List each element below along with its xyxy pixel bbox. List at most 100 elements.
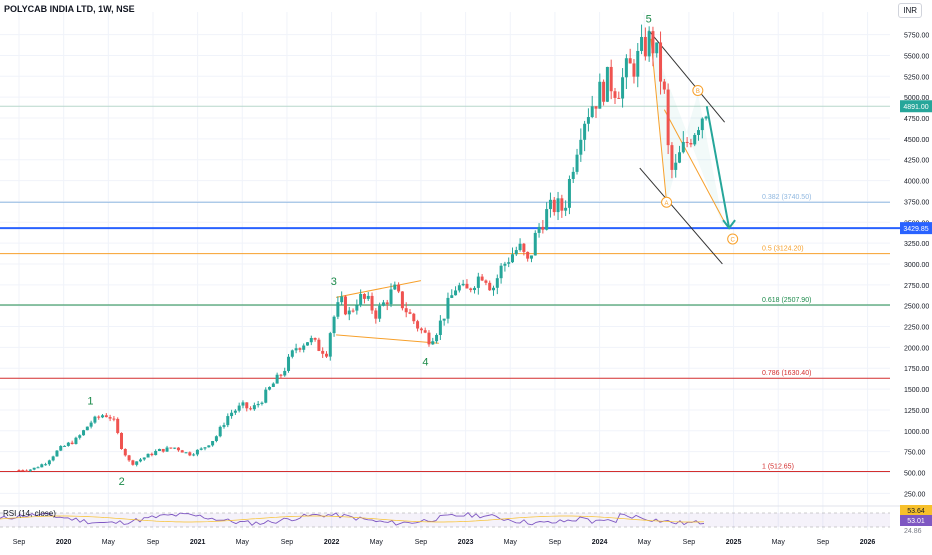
- abc-leg: [650, 38, 668, 203]
- candle: [495, 278, 499, 288]
- currency-button[interactable]: INR: [898, 3, 922, 18]
- triangle-lower-line: [336, 334, 439, 344]
- rsi-badge2: 53.01: [907, 518, 925, 525]
- y-tick-label: 3750.00: [904, 199, 929, 206]
- rsi-label: RSI (14, close): [3, 509, 56, 518]
- candle: [275, 374, 279, 384]
- candle: [621, 77, 625, 99]
- candle: [313, 337, 317, 340]
- candle: [192, 454, 196, 456]
- candle: [533, 232, 537, 256]
- wave-label: 5: [646, 13, 652, 25]
- candle: [381, 302, 385, 306]
- candle: [560, 198, 564, 211]
- abc-label: A: [665, 201, 669, 207]
- y-tick-label: 5000.00: [904, 95, 929, 102]
- y-tick-label: 1750.00: [904, 366, 929, 373]
- fib-label: 1 (512.65): [762, 463, 794, 470]
- y-tick-label: 2000.00: [904, 345, 929, 352]
- candle: [590, 106, 594, 118]
- candle: [442, 318, 446, 321]
- candle: [518, 243, 522, 251]
- candle: [89, 422, 93, 427]
- candle: [332, 316, 336, 334]
- candle: [602, 81, 606, 102]
- candle: [397, 284, 401, 292]
- x-tick-label: May: [772, 539, 786, 546]
- candle: [567, 178, 571, 208]
- candle: [461, 283, 465, 286]
- candle: [526, 251, 530, 259]
- rsi-badge1: 53.64: [907, 508, 925, 515]
- candle: [135, 461, 139, 465]
- candle: [628, 58, 632, 64]
- candle: [636, 50, 640, 77]
- candle: [184, 452, 188, 454]
- candle: [169, 447, 173, 449]
- candle: [165, 447, 169, 452]
- x-tick-label: 2026: [860, 539, 876, 546]
- candle: [647, 31, 651, 57]
- x-tick-label: Sep: [13, 539, 26, 546]
- chart-title: POLYCAB INDIA LTD, 1W, NSE: [4, 4, 135, 14]
- candle: [108, 417, 112, 419]
- candle: [643, 36, 647, 57]
- candle: [457, 285, 461, 291]
- candle: [370, 295, 374, 311]
- candle: [146, 453, 150, 458]
- candle: [44, 464, 48, 466]
- x-tick-label: 2025: [726, 539, 742, 546]
- candle: [450, 295, 454, 298]
- candle: [556, 198, 560, 213]
- candle: [670, 145, 674, 170]
- x-tick-label: May: [504, 539, 518, 546]
- candle: [131, 460, 135, 465]
- candle: [564, 207, 568, 211]
- candle: [343, 296, 347, 315]
- channel-lower-line: [639, 167, 723, 265]
- candle: [689, 142, 693, 145]
- candle: [697, 130, 701, 135]
- candle: [674, 162, 678, 170]
- candle: [245, 402, 249, 409]
- x-tick-label: 2024: [592, 539, 608, 546]
- candle: [17, 469, 21, 471]
- candle: [366, 295, 370, 299]
- candle: [119, 432, 123, 449]
- candle: [51, 456, 55, 461]
- candle: [268, 386, 272, 390]
- candle: [510, 254, 514, 263]
- candle: [230, 412, 234, 417]
- candle: [226, 416, 230, 426]
- candle: [112, 418, 116, 420]
- candle: [640, 36, 644, 51]
- candle: [271, 383, 275, 387]
- y-tick-label: 750.00: [904, 450, 926, 457]
- y-axis: 5750.00 5500.00 5250.00 5000.00 4750.00 4500.…: [900, 33, 932, 535]
- x-tick-label: Sep: [549, 539, 562, 546]
- candle: [666, 89, 670, 146]
- candle: [476, 276, 480, 288]
- candle: [195, 449, 199, 455]
- candle: [173, 447, 177, 449]
- candle: [469, 288, 473, 291]
- candle: [283, 370, 287, 376]
- wave-label: 4: [422, 357, 428, 369]
- abc-circle: [661, 196, 673, 208]
- candle: [385, 302, 389, 305]
- rsi-ma-line: [0, 515, 705, 523]
- candle: [548, 199, 552, 210]
- candle: [298, 348, 302, 350]
- candle: [488, 282, 492, 291]
- candles: [17, 24, 708, 472]
- candle: [514, 250, 518, 255]
- candle: [529, 255, 533, 259]
- candle: [203, 447, 207, 449]
- candle: [651, 31, 655, 54]
- candle: [655, 42, 659, 54]
- candle: [678, 152, 682, 163]
- candle: [522, 243, 526, 252]
- candle: [63, 445, 67, 447]
